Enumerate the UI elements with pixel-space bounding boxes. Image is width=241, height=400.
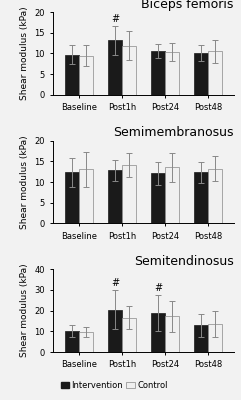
- Bar: [79, 169, 93, 224]
- Bar: [194, 172, 208, 224]
- Text: #: #: [111, 14, 119, 24]
- Bar: [165, 52, 179, 95]
- Bar: [208, 51, 222, 95]
- Bar: [108, 310, 122, 352]
- Bar: [65, 55, 79, 95]
- Y-axis label: Shear modulus (kPa): Shear modulus (kPa): [20, 135, 29, 229]
- Bar: [151, 173, 165, 224]
- Bar: [151, 51, 165, 95]
- Legend: Intervention, Control: Intervention, Control: [57, 378, 171, 394]
- Y-axis label: Shear modulus (kPa): Shear modulus (kPa): [20, 264, 28, 357]
- Bar: [108, 170, 122, 224]
- Bar: [165, 168, 179, 224]
- Text: Biceps femoris: Biceps femoris: [141, 0, 234, 11]
- Bar: [122, 165, 136, 224]
- Bar: [194, 326, 208, 352]
- Bar: [108, 40, 122, 95]
- Bar: [165, 316, 179, 352]
- Bar: [122, 318, 136, 352]
- Bar: [194, 53, 208, 95]
- Bar: [151, 313, 165, 352]
- Text: #: #: [154, 283, 162, 293]
- Text: #: #: [111, 278, 119, 288]
- Bar: [79, 332, 93, 352]
- Bar: [79, 56, 93, 95]
- Bar: [122, 46, 136, 95]
- Y-axis label: Shear modulus (kPa): Shear modulus (kPa): [20, 7, 29, 100]
- Bar: [65, 172, 79, 224]
- Text: Semitendinosus: Semitendinosus: [134, 255, 234, 268]
- Bar: [208, 169, 222, 224]
- Bar: [208, 324, 222, 352]
- Text: Semimembranosus: Semimembranosus: [113, 126, 234, 139]
- Bar: [65, 331, 79, 352]
